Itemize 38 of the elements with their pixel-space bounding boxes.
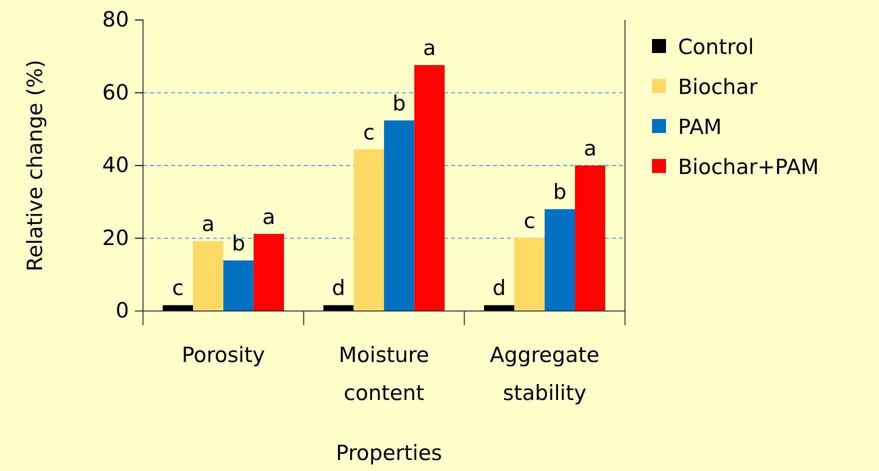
bar (544, 209, 575, 311)
y-tick-label: 40 (102, 153, 129, 178)
y-tick-label: 20 (102, 226, 129, 250)
y-tick-label: 80 (102, 8, 129, 32)
data-label: a (423, 36, 436, 60)
data-label: a (584, 136, 597, 160)
x-tick-label: Porosity (182, 343, 265, 367)
x-tick-label: Moisture content (338, 343, 430, 405)
data-label: c (172, 276, 184, 300)
data-label: d (332, 276, 346, 300)
bar (414, 65, 445, 311)
x-axis-title: Properties (336, 441, 442, 465)
bar (323, 305, 354, 311)
data-label: a (262, 204, 276, 229)
bar (162, 305, 194, 311)
bar (384, 120, 414, 311)
legend-label: Biochar+PAM (678, 155, 819, 179)
legend-label: Biochar (678, 75, 758, 99)
data-label: b (553, 180, 566, 204)
bar (223, 260, 254, 311)
legend-label: Control (678, 35, 754, 59)
data-label: d (492, 276, 506, 300)
bar (254, 234, 284, 311)
legend-label: PAM (678, 115, 722, 139)
y-tick-label: 0 (116, 298, 129, 323)
y-tick-label: 60 (102, 80, 129, 104)
y-axis-title: Relative change (%) (23, 60, 47, 272)
data-label: c (524, 208, 536, 233)
data-label: a (202, 212, 215, 236)
bar (574, 166, 606, 311)
bar (484, 305, 514, 311)
data-label: b (232, 231, 246, 256)
x-tick-label: Aggregate stability (490, 343, 600, 405)
bar (514, 238, 545, 311)
bar (354, 149, 384, 311)
data-label: b (392, 91, 406, 116)
data-label: c (363, 120, 375, 144)
bar (193, 241, 224, 311)
